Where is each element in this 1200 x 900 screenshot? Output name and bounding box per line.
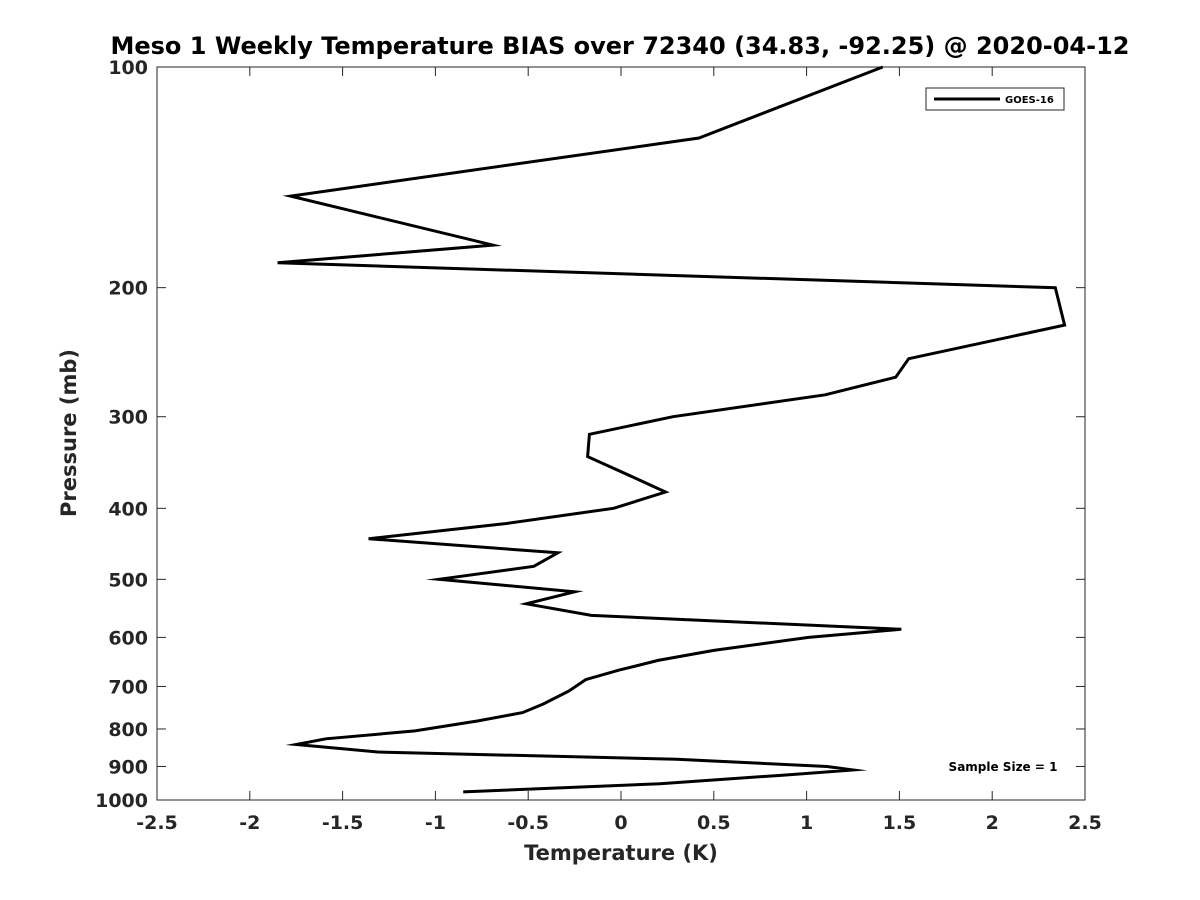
x-tick-label: -2 — [239, 812, 260, 834]
y-tick-label: 800 — [108, 719, 148, 741]
x-tick-label: 2.5 — [1068, 812, 1102, 834]
x-tick-label: 1.5 — [883, 812, 917, 834]
series-layer — [277, 65, 1067, 794]
y-tick-label: 700 — [108, 676, 148, 698]
x-tick-label: 1 — [800, 812, 813, 834]
series-line-goes-16 — [277, 65, 1067, 794]
legend: GOES-16 — [925, 87, 1065, 111]
y-axis-label: Pressure (mb) — [57, 349, 81, 517]
x-tick-label: -2.5 — [136, 812, 178, 834]
x-tick-label: -1 — [425, 812, 446, 834]
y-tick-label: 500 — [108, 569, 148, 591]
x-tick-label: -1.5 — [322, 812, 364, 834]
y-tick-label: 300 — [108, 407, 148, 429]
x-tick-label: 0 — [614, 812, 627, 834]
x-tick-label: 2 — [986, 812, 999, 834]
x-axis-label: Temperature (K) — [524, 841, 718, 865]
x-tick-label: 0.5 — [697, 812, 731, 834]
y-tick-label: 400 — [108, 498, 148, 520]
y-tick-label: 200 — [108, 278, 148, 300]
x-tick-label: -0.5 — [507, 812, 549, 834]
y-tick-label: 900 — [108, 756, 148, 778]
y-axis: 100 200 300 400 500 600 700 800 900 1000 — [95, 57, 1085, 812]
y-tick-label: 600 — [108, 627, 148, 649]
y-tick-label: 100 — [108, 57, 148, 79]
chart-title: Meso 1 Weekly Temperature BIAS over 7234… — [110, 32, 1129, 60]
plot-area — [156, 66, 1086, 801]
y-tick-label: 1000 — [95, 790, 148, 812]
x-axis: -2.5 -2 -1.5 -1 -0.5 0 0.5 1 1.5 2 2.5 — [136, 67, 1102, 834]
legend-entry-goes-16: GOES-16 — [1005, 95, 1054, 106]
sample-size-annotation: Sample Size = 1 — [949, 760, 1058, 774]
